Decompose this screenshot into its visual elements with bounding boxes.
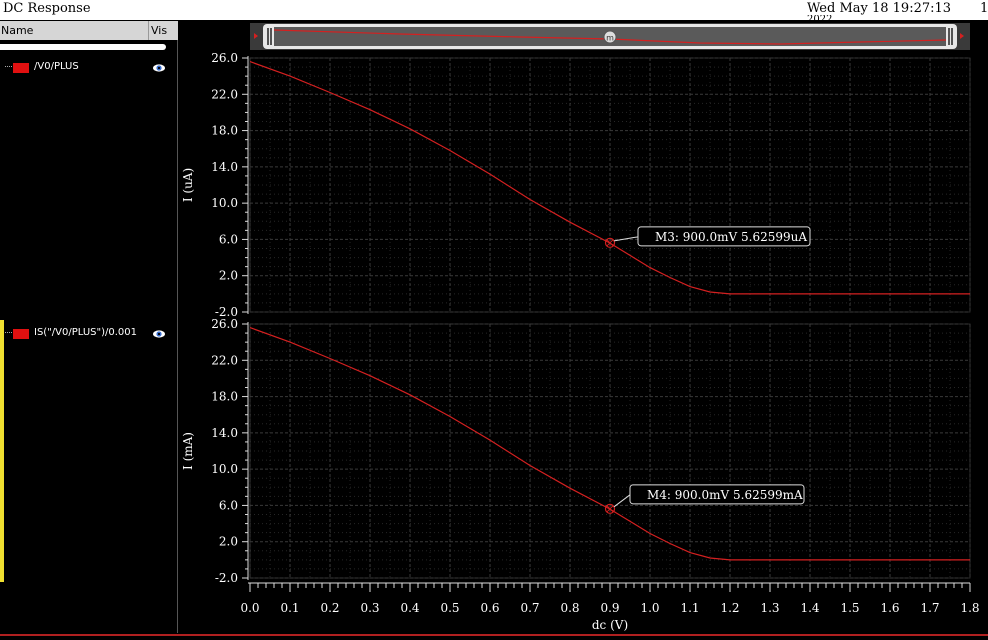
marker-circle[interactable]	[604, 237, 616, 248]
trace-browser-header: Name Vis	[0, 21, 178, 40]
y-tick-label: 26.0	[211, 317, 238, 331]
strip-top[interactable]: 26.0 22.0 18.0 14.0 10.0 6.0 2.0 -2.0 I (uA) M3: …	[181, 51, 971, 319]
y-tick-label: 6.0	[219, 232, 238, 246]
y-tick-label: 10.0	[211, 462, 238, 476]
marker-box[interactable]	[629, 484, 805, 505]
trace-item[interactable]: /V0/PLUS	[0, 60, 178, 76]
x-tick-label: 1.3	[760, 601, 779, 615]
y-tick-label: -2.0	[215, 305, 238, 319]
overview-marker-label: m	[606, 34, 614, 43]
scroll-right-arrow[interactable]	[960, 33, 964, 39]
x-axis-label: dc (V)	[592, 618, 628, 632]
x-tick-label: 0.0	[240, 601, 259, 615]
status-divider	[0, 634, 988, 636]
timestamp-year: 2022	[807, 15, 832, 20]
x-tick-label: 0.3	[360, 601, 379, 615]
marker-label: M3: 900.0mV 5.62599uA	[655, 230, 807, 244]
x-tick-label: 0.4	[400, 601, 419, 615]
x-tick-label: 1.1	[680, 601, 699, 615]
marker-leader	[613, 494, 631, 508]
marker-label: M4: 900.0mV 5.62599mA	[647, 488, 803, 502]
marker-cross	[606, 239, 614, 247]
x-axis: 0.0 0.1 0.2 0.3 0.4 0.5 0.6 0.7 0.8 0.9 1.0 1.1 1.2 1…	[240, 582, 980, 632]
trace-label: /V0/PLUS	[34, 61, 79, 72]
y-tick-label: 2.0	[219, 535, 238, 549]
y-tick-label: 18.0	[211, 390, 238, 404]
trace-label: IS("/V0/PLUS")/0.001	[34, 327, 138, 338]
marker-cross	[606, 505, 614, 513]
column-header-name[interactable]: Name	[1, 24, 34, 37]
trace-browser: Name Vis /V0/PLUS IS("/V0/PLUS")/0.001	[0, 21, 178, 633]
x-tick-label: 1.7	[920, 601, 939, 615]
series-line[interactable]	[249, 61, 970, 295]
y-tick-label: 26.0	[211, 51, 238, 65]
y-tick-label: -2.0	[215, 571, 238, 585]
x-tick-label: 0.9	[600, 601, 619, 615]
x-tick-label: 1.0	[640, 601, 659, 615]
marker[interactable]: M3: 900.0mV 5.62599uA	[604, 226, 811, 248]
y-axis-label: I (uA)	[181, 168, 195, 202]
scroll-left-arrow[interactable]	[254, 33, 258, 39]
x-tick-label: 0.2	[320, 601, 339, 615]
y-tick-label: 22.0	[211, 353, 238, 367]
tree-connector	[5, 66, 12, 67]
y-tick-label: 14.0	[211, 426, 238, 440]
x-tick-label: 1.4	[800, 601, 819, 615]
trace-color-swatch[interactable]	[13, 63, 29, 73]
y-tick-label: 18.0	[211, 124, 238, 138]
x-tick-label: 0.8	[560, 601, 579, 615]
marker[interactable]: M4: 900.0mV 5.62599mA	[604, 484, 805, 514]
y-axis-label: I (mA)	[181, 432, 195, 470]
y-tick-label: 14.0	[211, 160, 238, 174]
y-tick-label: 2.0	[219, 269, 238, 283]
x-tick-label: 1.5	[840, 601, 859, 615]
strip-bottom[interactable]: 26.0 22.0 18.0 14.0 10.0 6.0 2.0 -2.0 I (mA) M4: …	[181, 317, 971, 585]
x-tick-label: 0.6	[480, 601, 499, 615]
x-tick-label: 0.7	[520, 601, 539, 615]
x-tick-label: 1.6	[880, 601, 899, 615]
tree-connector	[5, 332, 12, 333]
x-tick-label: 1.2	[720, 601, 739, 615]
timestamp: Wed May 18 19:27:13	[807, 1, 952, 16]
trace-browser-scrollbar[interactable]	[0, 44, 166, 50]
x-tick-label: 1.8	[960, 601, 979, 615]
eye-icon[interactable]	[152, 327, 166, 341]
series-line[interactable]	[249, 327, 970, 561]
overview-trace	[273, 29, 947, 45]
x-tick-label: 0.1	[280, 601, 299, 615]
selection-indicator	[0, 320, 4, 582]
y-tick-label: 10.0	[211, 196, 238, 210]
window-title: DC Response	[3, 1, 91, 16]
page-number: 1	[980, 1, 988, 16]
y-tick-label: 6.0	[219, 498, 238, 512]
marker-circle[interactable]	[604, 503, 616, 514]
marker-box[interactable]	[637, 226, 811, 247]
x-tick-label: 0.5	[440, 601, 459, 615]
overview-scrollbar[interactable]: m	[250, 23, 970, 50]
y-tick-label: 22.0	[211, 87, 238, 101]
marker-leader	[613, 236, 639, 242]
overview-marker[interactable]	[603, 30, 617, 44]
trace-item[interactable]: IS("/V0/PLUS")/0.001	[0, 326, 178, 342]
column-header-vis[interactable]: Vis	[148, 21, 178, 40]
eye-icon[interactable]	[152, 61, 166, 75]
trace-color-swatch[interactable]	[13, 329, 29, 339]
title-bar: DC Response Wed May 18 19:27:13 2022 1	[0, 0, 988, 20]
